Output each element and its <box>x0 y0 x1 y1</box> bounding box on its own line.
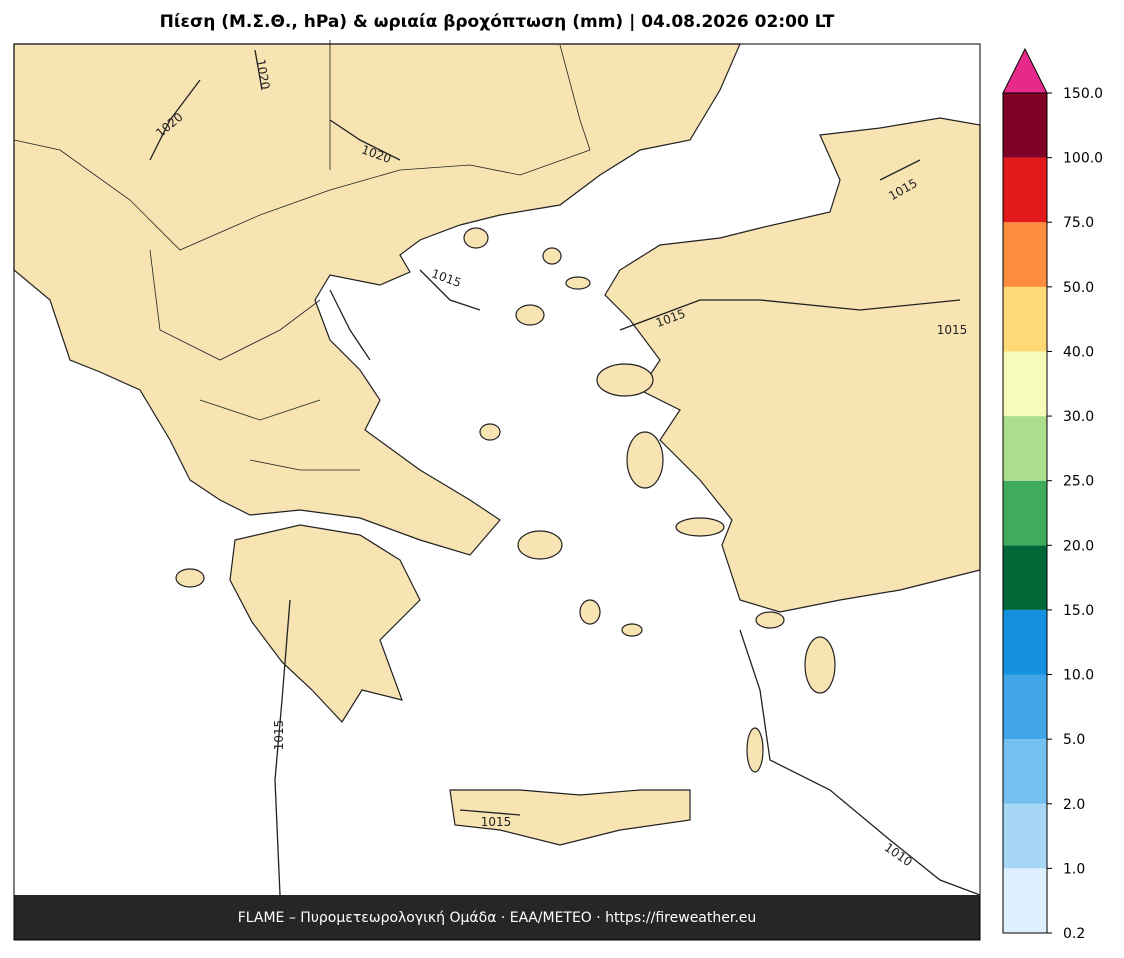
colorbar-segment <box>1003 480 1047 546</box>
contour-label: 1015 <box>272 720 286 751</box>
colorbar-segment <box>1003 674 1047 740</box>
colorbar-frame <box>1002 92 1048 934</box>
colorbar-tick-label: 100.0 <box>1063 151 1103 167</box>
colorbar-tick-label: 25.0 <box>1063 474 1094 490</box>
colorbar-segment <box>1003 351 1047 417</box>
colorbar-tick-label: 0.2 <box>1063 926 1085 942</box>
isobar-1015 <box>274 159 961 896</box>
colorbar-segment <box>1003 93 1047 158</box>
isobar-1020 <box>149 49 401 161</box>
footer-bar <box>14 895 980 940</box>
contour-label: 1020 <box>253 58 272 91</box>
islands <box>175 227 836 773</box>
colorbar-tick-label: 150.0 <box>1063 86 1103 102</box>
colorbar-segment <box>1003 157 1047 223</box>
colorbar-segment <box>1003 739 1047 804</box>
colorbar-tick-label: 75.0 <box>1063 215 1094 231</box>
colorbar-tick-label: 1.0 <box>1063 861 1085 877</box>
balkans-land <box>13 43 741 556</box>
colorbar-segment <box>1003 803 1047 869</box>
borders <box>13 40 591 471</box>
colorbar-segment <box>1003 609 1047 675</box>
footer-text: FLAME – Πυρομετεωρολογική Ομάδα · ΕΑΑ/ME… <box>238 910 757 926</box>
colorbar-segment <box>1003 868 1047 933</box>
contour-label: 1015 <box>481 815 512 829</box>
colorbar-tick-label: 20.0 <box>1063 538 1094 554</box>
colorbar-tick-label: 50.0 <box>1063 280 1094 296</box>
contour-label: 1015 <box>937 323 968 337</box>
colorbar-extend <box>1002 47 1048 94</box>
colorbar-tick-label: 5.0 <box>1063 732 1085 748</box>
colorbar-segment <box>1003 545 1047 610</box>
colorbar-tick-label: 30.0 <box>1063 409 1094 425</box>
map: 1020 1020 1020 1015 1015 1015 1015 1015 … <box>13 40 981 941</box>
colorbar-segment <box>1003 286 1047 352</box>
colorbar-tick-label: 15.0 <box>1063 603 1094 619</box>
peloponnese <box>229 524 421 723</box>
colorbar-tick-label: 10.0 <box>1063 668 1094 684</box>
crete <box>449 789 691 846</box>
colorbar-segment <box>1003 416 1047 481</box>
colorbar-segment <box>1003 222 1047 287</box>
isobar-1010 <box>739 629 981 896</box>
map-title: Πίεση (Μ.Σ.Θ., hPa) & ωριαία βροχόπτωση … <box>160 12 835 32</box>
map-frame <box>13 43 981 941</box>
colorbar-tick-label: 40.0 <box>1063 344 1094 360</box>
colorbar: 0.2 1.0 2.0 5.0 10.0 15.0 20.0 25.0 30.0 40.0 50.0… <box>1002 47 1103 942</box>
colorbar-tick-label: 2.0 <box>1063 797 1085 813</box>
